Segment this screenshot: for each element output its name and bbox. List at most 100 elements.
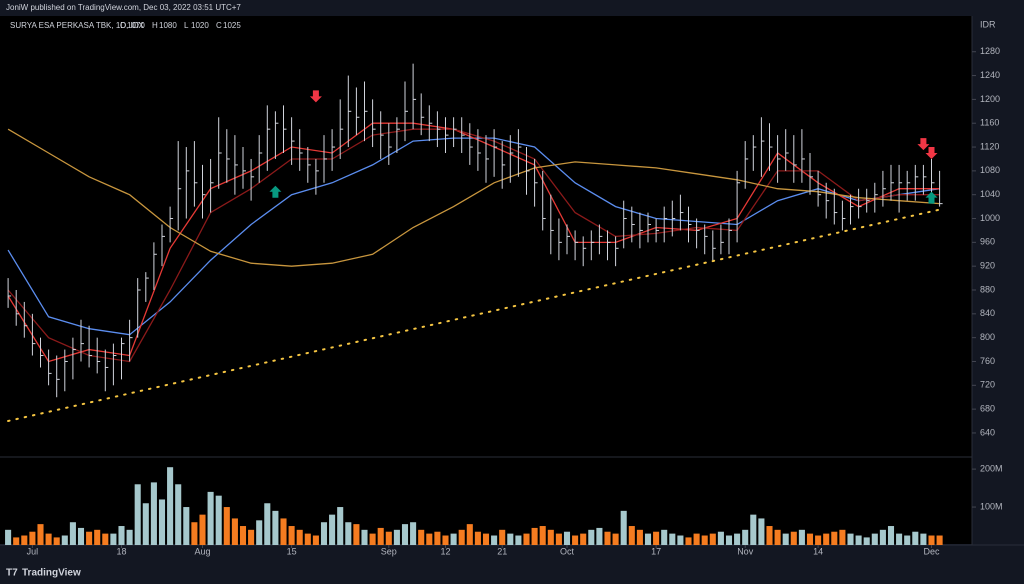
- volume-bar: [499, 529, 506, 545]
- y-tick-label: 1240: [980, 70, 1000, 80]
- volume-bar: [507, 533, 514, 545]
- moving-average: [7, 128, 940, 267]
- volume-bar: [361, 529, 368, 545]
- volume-bar: [264, 503, 271, 545]
- x-tick-label: 17: [651, 546, 661, 556]
- volume-bar: [491, 535, 498, 545]
- volume-bar: [61, 535, 68, 545]
- volume-bar: [904, 535, 911, 545]
- ohlc-label: C: [216, 21, 222, 30]
- volume-bar: [863, 537, 870, 545]
- volume-bar: [77, 527, 85, 545]
- volume-bar: [596, 527, 603, 545]
- x-tick-label: 12: [440, 546, 450, 556]
- brand[interactable]: TradingView: [22, 568, 81, 579]
- volume-bar: [887, 526, 895, 545]
- ohlc-value: 1070: [127, 21, 145, 30]
- volume-bar: [337, 507, 344, 545]
- volume-bar: [69, 522, 76, 545]
- volume-bar: [191, 522, 198, 545]
- volume-bar: [547, 529, 554, 545]
- volume-bar: [677, 535, 684, 545]
- x-tick-label: 14: [813, 546, 823, 556]
- moving-average: [7, 122, 940, 363]
- volume-tick-label: 200M: [980, 463, 1003, 473]
- volume-bar: [393, 529, 400, 545]
- volume-bar: [45, 533, 52, 545]
- volume-bar: [636, 529, 643, 545]
- volume-bar: [685, 537, 692, 545]
- volume-bar: [620, 510, 627, 545]
- volume-bar: [239, 526, 247, 545]
- volume-bar: [401, 524, 409, 545]
- volume-bar: [458, 529, 465, 545]
- volume-bar: [280, 518, 287, 545]
- volume-bar: [539, 526, 546, 545]
- volume-bar: [288, 526, 295, 545]
- volume-bar: [734, 533, 741, 545]
- volume-bar: [798, 529, 805, 545]
- y-tick-label: 880: [980, 284, 995, 294]
- volume-bar: [345, 522, 352, 545]
- volume-bar: [758, 518, 765, 545]
- volume-bar: [385, 531, 392, 545]
- volume-bar: [304, 533, 311, 545]
- x-tick-label: Jul: [27, 546, 39, 556]
- volume-bar: [175, 484, 182, 545]
- signal-arrow: [925, 147, 938, 160]
- y-tick-label: 800: [980, 332, 995, 342]
- volume-bar: [936, 535, 943, 545]
- volume-bar: [555, 533, 562, 545]
- volume-bar: [823, 533, 830, 545]
- volume-bar: [110, 533, 117, 545]
- symbol: SURYA ESA PERKASA TBK, 1D, IDX: [10, 21, 145, 30]
- ohlc-value: 1020: [191, 21, 209, 30]
- volume-bar: [410, 522, 417, 545]
- volume-bar: [158, 499, 166, 545]
- volume-bar: [928, 535, 935, 545]
- volume-bar: [879, 529, 886, 545]
- volume-bar: [418, 529, 425, 545]
- y-tick-label: 760: [980, 356, 995, 366]
- volume-bar: [580, 533, 587, 545]
- volume-bar: [847, 533, 854, 545]
- volume-bar: [312, 535, 319, 545]
- y-tick-label: 1080: [980, 165, 1000, 175]
- volume-bar: [426, 533, 433, 545]
- volume-bar: [134, 484, 141, 545]
- volume-bar: [920, 533, 927, 545]
- ohlc-value: 1025: [223, 21, 241, 30]
- volume-bar: [717, 531, 724, 545]
- volume-bar: [515, 535, 522, 545]
- y-tick-label: 640: [980, 427, 995, 437]
- volume-bar: [377, 527, 384, 545]
- volume-bar: [53, 537, 60, 545]
- volume-bar: [628, 526, 635, 545]
- volume-bar: [774, 529, 781, 545]
- signal-arrow: [925, 191, 938, 204]
- x-tick-label: 18: [116, 546, 126, 556]
- volume-bar: [563, 531, 571, 545]
- publish-info: JoniW published on TradingView.com, Dec …: [6, 3, 241, 12]
- volume-bar: [296, 529, 303, 545]
- volume-bar: [612, 533, 619, 545]
- y-tick-label: 1040: [980, 189, 1000, 199]
- volume-bar: [183, 507, 190, 545]
- x-tick-label: Dec: [923, 546, 940, 556]
- volume-bar: [434, 531, 441, 545]
- volume-bar: [653, 531, 660, 545]
- y-tick-label: 1000: [980, 213, 1000, 223]
- y-tick-label: 1160: [980, 118, 999, 128]
- volume-bar: [29, 531, 36, 545]
- volume-bar: [150, 482, 157, 545]
- signal-arrow: [917, 138, 930, 151]
- volume-bar: [215, 495, 222, 545]
- y-tick-label: 720: [980, 380, 995, 390]
- volume-bar: [142, 503, 149, 545]
- volume-bar: [353, 524, 360, 545]
- volume-bar: [661, 529, 668, 545]
- y-tick-label: 1280: [980, 46, 1000, 56]
- y-tick-label: 680: [980, 404, 995, 414]
- volume-bar: [474, 531, 481, 545]
